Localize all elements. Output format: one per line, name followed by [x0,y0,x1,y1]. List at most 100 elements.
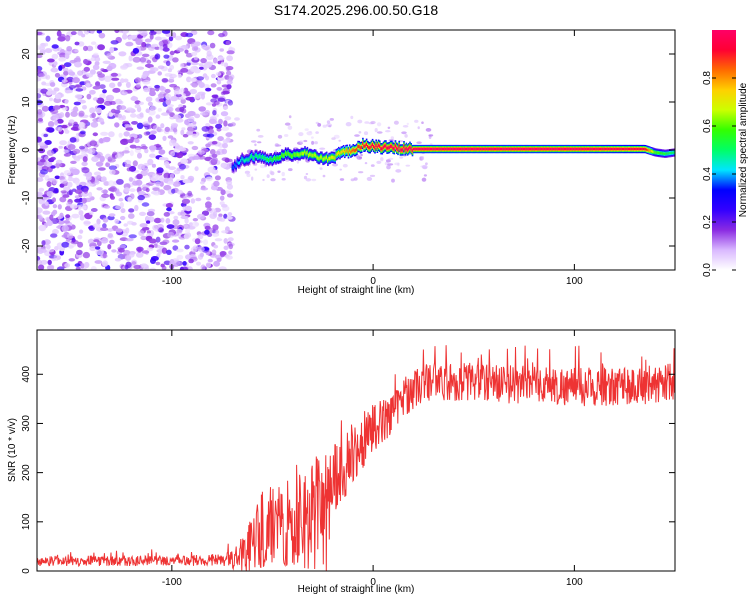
y-tick-label: 10 [21,96,32,108]
noise-blob [157,71,162,76]
noise-blob [70,126,79,131]
noise-blob [137,194,145,201]
snr-y-label: SNR (10 * v/v) [7,418,18,482]
noise-blob [209,149,216,155]
noise-blob [37,31,43,36]
trace-segment [374,146,376,150]
noise-blob [77,41,85,47]
trace-segment [573,147,576,151]
trace-segment [433,147,435,151]
trace-segment [481,147,484,151]
trace-segment [468,147,470,151]
trace-segment [350,150,352,154]
noise-blob [179,63,185,68]
noise-blob [127,139,134,144]
trace-segment [452,147,455,151]
trace-segment [422,147,425,151]
noise-blob [136,113,144,119]
noise-blob [100,131,109,136]
noise-blob [45,35,51,42]
noise-blob [50,165,56,169]
trace-segment [632,147,635,151]
noise-blob [227,237,234,242]
noise-blob [50,67,59,73]
trace-segment [652,150,654,153]
noise-blob [50,233,58,238]
noise-blob [95,81,101,87]
noise-blob [54,72,61,78]
noise-blob [172,57,179,63]
noise-blob [146,59,152,65]
noise-blob [122,30,128,35]
trace-segment [428,147,431,151]
trace-segment [456,147,458,151]
trace-segment [379,144,381,148]
noise-blob [41,81,47,86]
trace-segment [429,147,432,151]
noise-blob [152,224,158,231]
noise-blob [172,32,177,39]
trace-segment [612,147,614,151]
noise-blob [147,101,153,107]
noise-blob [210,83,217,88]
noise-blob [192,218,199,222]
trace-segment [325,155,328,159]
noise-blob [129,144,137,149]
trace-segment [323,157,326,161]
noise-blob [77,234,83,240]
noise-blob [93,171,101,176]
trace-segment [614,147,617,151]
noise-blob [185,32,194,38]
trace-segment [405,146,408,150]
trace-segment [555,147,557,151]
trace-segment [659,152,661,155]
trace-segment [332,155,334,159]
noise-blob [139,57,147,63]
noise-blob [211,73,216,79]
noise-blob [47,58,55,63]
noise-blob [99,84,106,89]
noise-blob [74,41,80,46]
noise-blob [158,156,166,161]
trace-segment [482,147,485,151]
noise-blob [62,194,70,198]
noise-blob [221,230,229,234]
noise-blob [172,219,180,226]
trace-segment [474,147,476,151]
noise-speckle [397,162,400,167]
noise-speckle [404,134,408,138]
noise-speckle [363,131,369,136]
y-tick-label: 200 [21,464,32,481]
trace-segment [246,158,248,162]
noise-speckle [387,163,394,166]
trace-segment [435,147,438,151]
trace-segment [476,147,479,151]
trace-segment [589,147,591,151]
noise-blob [83,58,89,65]
noise-blob [163,184,172,191]
trace-segment [493,147,496,151]
trace-segment [389,144,392,148]
trace-segment [460,147,462,151]
noise-blob [162,43,168,49]
noise-blob [74,198,82,203]
trace-segment [444,147,446,151]
noise-blob [125,81,131,88]
noise-blob [191,133,199,138]
noise-blob [205,143,211,148]
trace-segment [275,157,277,161]
noise-blob [213,180,220,187]
trace-segment [509,147,512,151]
noise-blob [130,96,139,102]
trace-segment [528,147,531,151]
trace-segment [371,143,374,147]
noise-speckle [416,141,422,144]
noise-blob [145,187,150,193]
noise-blob [75,55,81,62]
noise-blob [68,243,77,247]
trace-segment [301,152,304,156]
noise-blob [55,159,63,165]
noise-speckle [296,159,300,164]
noise-blob [217,97,226,102]
